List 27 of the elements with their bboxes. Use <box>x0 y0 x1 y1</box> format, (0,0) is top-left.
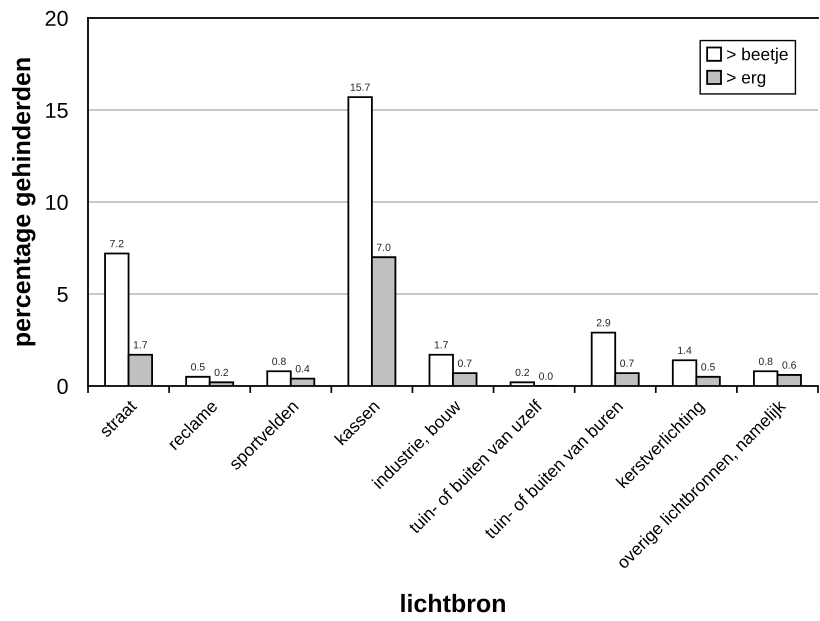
legend-label: > erg <box>727 73 766 88</box>
data-label: 0.2 <box>214 368 228 376</box>
data-label: 0.2 <box>516 368 530 376</box>
data-label: 7.0 <box>376 244 390 251</box>
data-label: 0.8 <box>758 358 772 366</box>
y-tick-label: 5 <box>57 286 68 302</box>
data-label: 1.7 <box>434 341 448 348</box>
y-tick-label: 0 <box>57 378 68 394</box>
data-label: 2.9 <box>596 319 610 326</box>
data-label: 0.7 <box>620 360 634 367</box>
legend-label: > beetje <box>727 48 788 64</box>
data-label: 0.5 <box>191 363 205 371</box>
data-label: 1.7 <box>134 341 148 348</box>
y-tick-label: 20 <box>46 10 68 26</box>
y-axis-title: percentage gehinderden <box>12 58 36 346</box>
data-label: 7.2 <box>110 240 124 248</box>
data-label: 0.7 <box>458 360 472 367</box>
data-label: 1.4 <box>678 346 692 354</box>
data-label: 0.0 <box>539 372 553 380</box>
data-label: 0.6 <box>782 361 796 369</box>
y-tick-label: 15 <box>46 102 68 118</box>
data-label: 15.7 <box>350 84 370 91</box>
data-label: 0.8 <box>272 358 286 366</box>
data-label: 0.5 <box>701 363 715 371</box>
y-tick-label: 10 <box>46 194 68 210</box>
data-label: 0.4 <box>296 365 310 372</box>
x-axis-title: lichtbron <box>401 594 505 612</box>
